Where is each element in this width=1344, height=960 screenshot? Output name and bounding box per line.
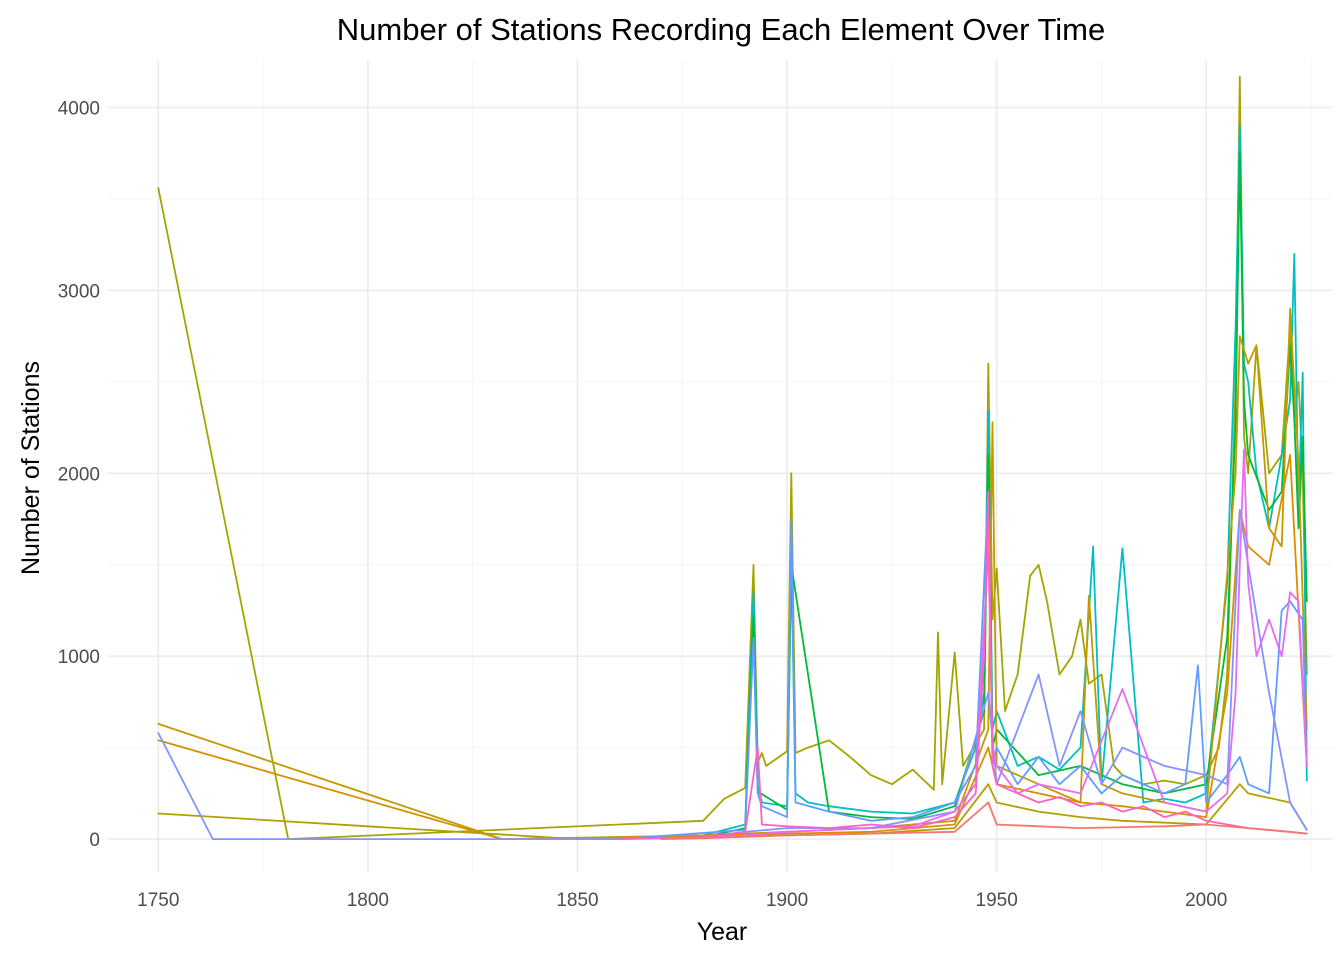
y-tick-label: 1000 [58,647,100,668]
series-lines [157,75,1308,840]
x-tick-label: 1900 [766,890,808,911]
y-axis-ticks: 0 1000 2000 3000 4000 [58,99,100,852]
x-axis-ticks: 1750 1800 1850 1900 1950 2000 [137,890,1227,911]
x-axis-title: Year [697,918,748,946]
y-tick-label: 3000 [58,281,100,302]
series-line-11 [660,801,1308,840]
x-tick-label: 2000 [1185,890,1227,911]
y-tick-label: 2000 [58,464,100,485]
major-gridlines [108,60,1332,872]
y-axis-title: Number of Stations [17,361,45,575]
series-line-4 [157,307,1308,840]
series-line-1 [157,75,1308,840]
x-tick-label: 1950 [976,890,1018,911]
y-tick-label: 4000 [58,99,100,120]
x-tick-label: 1750 [137,890,179,911]
x-tick-label: 1850 [556,890,598,911]
series-line-10 [618,490,1308,840]
minor-gridlines [108,60,1332,872]
series-line-2 [618,124,1308,840]
y-tick-label: 0 [89,830,100,851]
x-tick-label: 1800 [347,890,389,911]
chart-title: Number of Stations Recording Each Elemen… [337,12,1105,47]
series-line-5 [157,454,1308,840]
series-line-7 [618,490,1308,840]
